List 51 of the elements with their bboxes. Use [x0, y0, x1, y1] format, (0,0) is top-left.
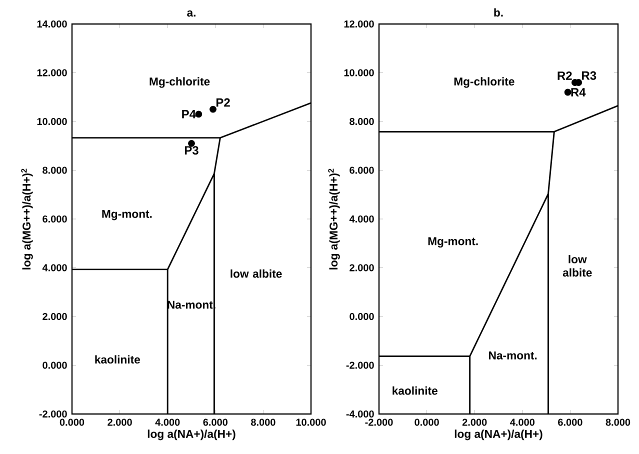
series-label: R2 [558, 71, 572, 80]
x-tick-label: 6.000 [203, 418, 228, 426]
annotation: kaolinite [95, 355, 140, 364]
x-tick-label: 0.000 [414, 418, 439, 426]
series-label: R3 [582, 71, 596, 80]
y-tick-label: -4.000 [346, 410, 374, 418]
x-tick-label: 10.000 [296, 418, 326, 426]
y-tick-label: 2.000 [42, 312, 67, 320]
y-tick-label: 6.000 [42, 215, 67, 223]
y-tick-label: 14.000 [37, 20, 67, 28]
y-tick-label: 12.000 [37, 69, 67, 76]
x-axis-title: log a(NA+)/a(H+) [148, 430, 236, 440]
y-tick-label: 8.000 [42, 166, 67, 174]
x-tick-label: 6.000 [558, 418, 582, 426]
annotation: kaolinite [392, 386, 438, 395]
x-tick-label: -2.000 [365, 418, 393, 426]
annotation: Mg-chlorite [150, 77, 210, 88]
y-tick-label: 2.000 [350, 264, 374, 272]
series-label: P3 [184, 146, 198, 155]
y-tick-label: -2.000 [39, 410, 67, 418]
y-tick-label: -2.000 [346, 362, 374, 369]
y-tick-label: 0.000 [350, 312, 374, 320]
x-tick-label: 4.000 [155, 418, 180, 426]
x-tick-label: 2.000 [108, 418, 132, 426]
annotation: Mg-chlorite [454, 77, 514, 88]
y-tick-label: 6.000 [350, 166, 374, 174]
x-tick-label: 8.000 [606, 418, 630, 426]
annotation: low albite [562, 254, 592, 277]
chart-title: a. [187, 10, 196, 17]
annotation: Mg-mont. [102, 210, 152, 220]
y-axis-title: log a(MG++)/a(H+)$^{2}$ [21, 168, 33, 270]
series-label: R4 [571, 88, 586, 96]
x-tick-label: 8.000 [251, 418, 276, 426]
y-tick-label: 10.000 [37, 118, 67, 126]
x-tick-label: 0.000 [60, 418, 84, 426]
series-label: P4 [182, 110, 196, 118]
y-tick-label: 0.000 [42, 362, 67, 369]
y-tick-label: 10.000 [344, 69, 374, 76]
series-label: P2 [216, 98, 230, 107]
annotation: Mg-mont. [428, 237, 478, 248]
chart-title: b. [494, 8, 503, 17]
x-axis-title: log a(NA+)/a(H+) [454, 430, 542, 440]
annotation: low albite [230, 269, 282, 278]
y-axis-title: log a(MG++)/a(H+)$^{2}$ [328, 168, 340, 270]
y-tick-label: 8.000 [350, 118, 374, 126]
x-tick-label: 2.000 [462, 418, 487, 426]
y-tick-label: 4.000 [42, 264, 67, 272]
x-tick-label: 4.000 [510, 418, 534, 426]
y-tick-label: 12.000 [344, 20, 374, 28]
annotation: Na-mont. [489, 352, 537, 360]
y-tick-label: 4.000 [349, 215, 374, 223]
